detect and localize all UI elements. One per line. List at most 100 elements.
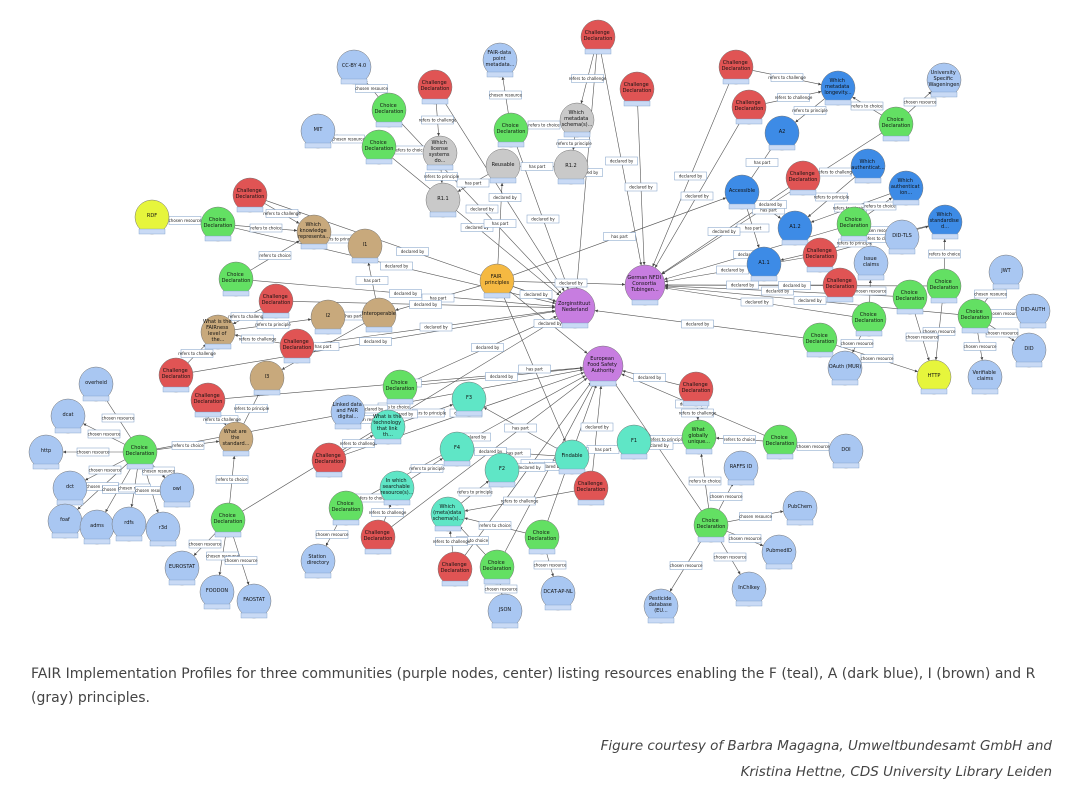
node-tab [735, 118, 763, 125]
edge-label-box [465, 204, 499, 214]
node-tab [315, 471, 343, 478]
edge-label-box [707, 227, 741, 236]
edge-label-box [740, 297, 774, 307]
node-label: Zorginstituut Nederland [558, 301, 592, 313]
node-label: r3d [159, 525, 167, 531]
edge-label: refers to principle [556, 141, 592, 146]
edge-label-box [518, 364, 551, 374]
node-label: Challenge Declaration [806, 248, 835, 260]
edge-label-box [624, 182, 658, 192]
edge-label: refers to choice [457, 538, 489, 543]
edge-label-box [770, 73, 804, 82]
edge-label: has part [754, 160, 771, 165]
edge-label: chosen resource [906, 335, 939, 340]
node-label: RDF [147, 213, 157, 219]
node-label: Findable [562, 453, 583, 459]
edge-label: declared by [414, 302, 438, 307]
edge-label: declared by [476, 345, 500, 350]
node-tab [1019, 322, 1047, 329]
node-label: DCAT-AP-NL [543, 589, 573, 595]
node-label: Accessible [729, 188, 755, 194]
node-label: JSON [498, 607, 512, 613]
edge-label: declared by [638, 375, 662, 380]
edge-label: refers to principle [424, 174, 460, 179]
edge-label: declared by [721, 268, 745, 273]
edge-label-box [355, 276, 389, 285]
edge-label-box [265, 209, 299, 218]
edge-label: refers to choice [172, 443, 204, 448]
edge-label: refers to choice [216, 477, 248, 482]
edge-label: declared by [401, 249, 425, 254]
node-tab [204, 343, 232, 350]
node-tab [620, 453, 648, 460]
edge-label-box [241, 334, 274, 344]
node-label: Choice Declaration [332, 501, 361, 513]
node-label: Choice Declaration [961, 309, 990, 321]
edge-label-box [796, 442, 830, 451]
node-tab [32, 463, 60, 470]
edge-label-box [527, 120, 561, 130]
edge-label-box [726, 280, 759, 290]
edge-label: has part [492, 221, 509, 226]
node-tab [332, 519, 360, 526]
edge-label: refers to choice [259, 253, 291, 258]
edge-label-box [815, 192, 848, 202]
edge-label: declared by [493, 195, 517, 200]
node-label: RAFFS ID [730, 464, 753, 470]
edge-label: refers to choice [378, 405, 410, 410]
edge-label: declared by [531, 217, 555, 222]
node-tab [892, 199, 920, 206]
edge-label: refers to challenge [569, 76, 607, 81]
edge-label-box [396, 247, 429, 256]
edge-label-box [421, 115, 454, 125]
node-tab [283, 357, 311, 364]
node-tab [149, 540, 177, 547]
node-tab [789, 189, 817, 196]
node-label: OAuth (MUR) [829, 364, 862, 370]
node-tab [896, 308, 924, 315]
edge-label-box [249, 223, 283, 233]
node-label: Which metadata schema(s)... [562, 110, 593, 128]
node-tab [204, 235, 232, 242]
node-tab [682, 400, 710, 407]
edge-label: refers to principle [322, 237, 358, 242]
edge-label: refers to choice [394, 148, 426, 153]
node-label: I3 [265, 374, 270, 380]
edge-label-box [669, 561, 703, 570]
node-tab [647, 617, 675, 624]
edge-label-box [478, 521, 512, 530]
edge-label: refers to choice [851, 104, 883, 109]
edge-label: chosen resource [89, 468, 122, 473]
edge-label: declared by [686, 322, 710, 327]
node-label: Pesticide database (EU... [649, 596, 674, 614]
node-label: DID [1024, 346, 1033, 352]
edge-label: refers to challenge [369, 510, 407, 515]
edge-label-box [713, 552, 747, 562]
node-tab [930, 91, 958, 98]
node-label: Linked data and FAIR digital... [333, 402, 364, 420]
node-label: F4 [454, 445, 460, 451]
edge-label: chosen resource [352, 417, 385, 422]
node-tab [558, 468, 586, 475]
node-tab [126, 463, 154, 470]
node-label: A1.1 [758, 260, 769, 266]
node-tab [304, 142, 332, 149]
edge-label: chosen resource [714, 555, 747, 560]
node-tab [214, 531, 242, 538]
edge-label: chosen resource [739, 514, 772, 519]
edge-label: declared by [424, 325, 448, 330]
edge-label-box [258, 251, 292, 260]
edge-label: declared by [470, 207, 494, 212]
node-tab [54, 427, 82, 434]
node-tab [857, 274, 885, 281]
edge-label-box [728, 534, 762, 543]
edge-label-box [777, 93, 810, 102]
node-label: DID-TLS [892, 233, 912, 239]
node-label: Challenge Declaration [584, 30, 613, 42]
node-label: Interoperable [362, 311, 396, 317]
edge-label-box [409, 300, 442, 309]
node-tab [455, 410, 483, 417]
edge-label-box [359, 337, 392, 346]
edge-label: declared by [517, 465, 541, 470]
node-label: Challenge Declaration [421, 80, 450, 92]
